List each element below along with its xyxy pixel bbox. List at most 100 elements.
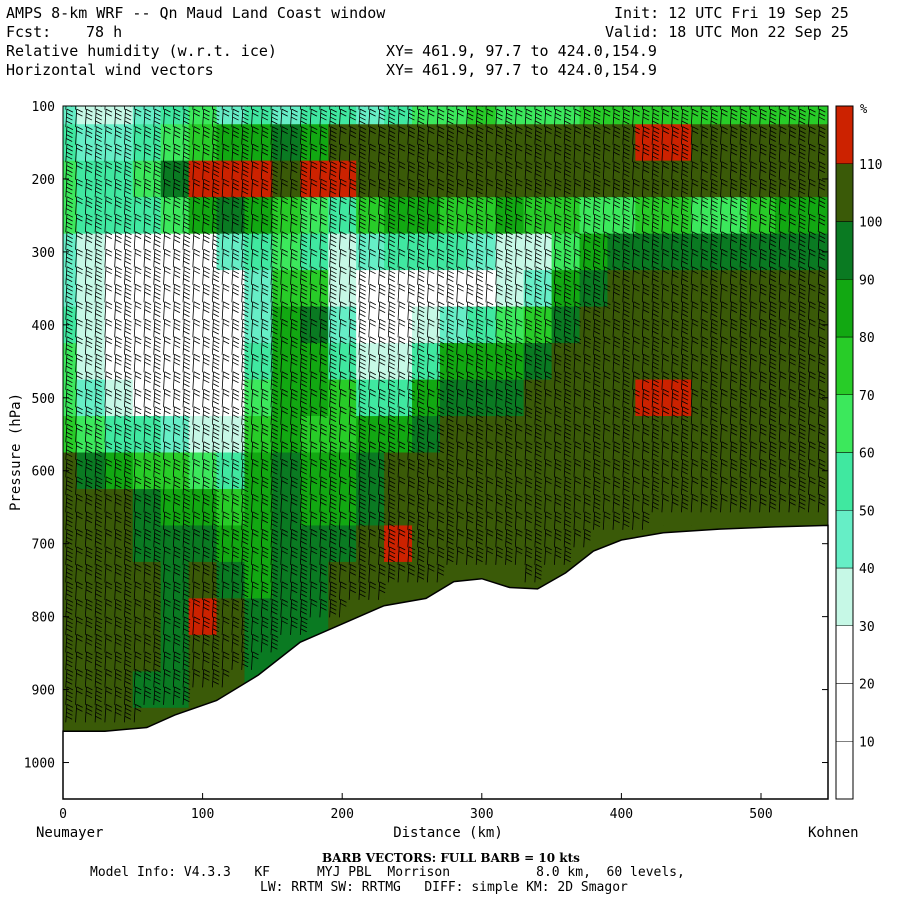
wind-barb: [94, 371, 103, 390]
wind-barb: [94, 458, 103, 478]
wind-barb: [133, 301, 142, 320]
wind-barb: [133, 634, 142, 653]
x-tick-label: 300: [470, 807, 493, 822]
rh-cell: [104, 452, 134, 490]
wind-barb: [94, 231, 103, 250]
colorbar-tick-label: 40: [859, 562, 875, 577]
wind-barb: [114, 476, 122, 495]
wind-barb: [124, 563, 132, 583]
rh-cell: [384, 106, 413, 125]
y-tick-label: 100: [32, 100, 55, 115]
wind-barb: [114, 458, 122, 478]
wind-barb: [94, 336, 103, 355]
rh-cell: [719, 233, 748, 271]
rh-cell: [635, 343, 664, 381]
wind-barb: [94, 563, 103, 583]
rh-cell: [104, 671, 134, 709]
wind-barb: [75, 388, 83, 408]
rh-cell: [439, 106, 469, 125]
wind-barb: [114, 704, 122, 723]
wind-barb: [84, 581, 93, 600]
wind-barb: [124, 126, 132, 145]
wind-barb: [75, 266, 83, 285]
wind-barb: [94, 178, 103, 198]
colorbar-tick-label: 80: [859, 331, 875, 346]
rh-cell: [132, 233, 162, 271]
rh-cell: [272, 270, 301, 308]
wind-barb: [75, 231, 83, 250]
wind-barb: [65, 213, 74, 233]
wind-barb: [124, 423, 132, 443]
wind-barb: [75, 546, 83, 565]
wind-barb: [94, 493, 103, 513]
wind-barb: [124, 651, 132, 670]
wind-barb: [94, 616, 103, 635]
y-tick-label: 400: [32, 319, 55, 334]
wind-barb: [114, 634, 122, 653]
rh-cell: [356, 416, 385, 454]
rh-cell: [691, 233, 720, 271]
wind-barb: [104, 353, 113, 373]
wind-barb: [65, 493, 74, 513]
rh-cell: [411, 306, 441, 344]
rh-cell: [607, 306, 636, 344]
rh-cell: [104, 598, 134, 636]
wind-barb: [75, 406, 83, 425]
wind-barb: [84, 213, 93, 233]
wind-barb: [114, 318, 122, 338]
wind-barb: [153, 196, 162, 215]
wind-barb: [133, 406, 142, 425]
rh-cell: [160, 634, 190, 672]
wind-barb: [65, 161, 74, 180]
wind-barb: [153, 266, 162, 285]
wind-barb: [124, 371, 132, 390]
wind-barb: [153, 493, 162, 513]
rh-cell: [104, 124, 134, 162]
wind-barb: [124, 353, 132, 373]
wind-barb: [133, 371, 142, 390]
rh-cell: [747, 306, 776, 344]
rh-cell: [216, 343, 246, 381]
wind-barb: [104, 231, 113, 250]
wind-barb: [143, 686, 152, 705]
x-right-station: Kohnen: [808, 825, 859, 841]
wind-barb: [133, 581, 142, 600]
wind-barb: [94, 651, 103, 670]
wind-barb: [153, 528, 162, 548]
wind-barb: [114, 266, 122, 285]
wind-barb: [124, 318, 132, 338]
rh-cell: [160, 561, 190, 599]
rh-cell: [467, 488, 497, 527]
wind-barb: [153, 511, 162, 530]
rh-cell: [132, 106, 162, 125]
rh-cell: [607, 106, 636, 125]
wind-barb: [65, 231, 74, 250]
field-xy-rh: XY= 461.9, 97.7 to 424.0,154.9: [386, 42, 657, 60]
rh-cell: [104, 270, 134, 308]
wind-barb: [143, 511, 152, 530]
wind-barb: [75, 178, 83, 198]
rh-cell: [439, 452, 469, 490]
wind-barb: [84, 196, 93, 215]
rh-cell: [607, 416, 636, 454]
wind-barb: [84, 528, 93, 548]
rh-cell: [691, 270, 720, 308]
wind-barb: [75, 651, 83, 670]
wind-barb: [143, 108, 152, 128]
wind-barb: [94, 143, 103, 163]
wind-barb: [84, 161, 93, 180]
wind-barb: [65, 704, 74, 723]
wind-barb: [75, 196, 83, 215]
wind-barb: [75, 634, 83, 653]
wind-barb: [75, 581, 83, 600]
wind-barb: [114, 406, 122, 425]
wind-barb: [84, 599, 93, 618]
wind-barb: [65, 143, 74, 163]
rh-cell: [774, 124, 810, 162]
rh-cell: [356, 197, 385, 235]
rh-cell: [76, 561, 106, 599]
wind-barb: [65, 563, 74, 583]
wind-barb: [114, 388, 122, 408]
wind-barb: [75, 301, 83, 320]
wind-barb: [94, 669, 103, 688]
